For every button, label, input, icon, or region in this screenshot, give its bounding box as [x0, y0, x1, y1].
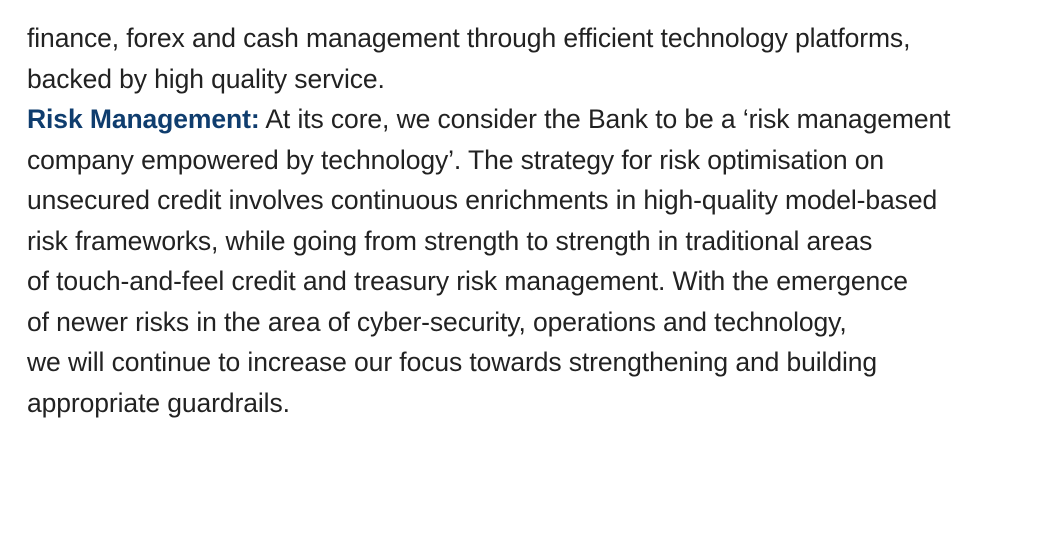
- paragraph-line: Risk Management: At its core, we conside…: [27, 99, 1037, 140]
- paragraph-intro-continuation: finance, forex and cash management throu…: [27, 18, 1037, 99]
- paragraph-line: appropriate guardrails.: [27, 387, 290, 418]
- paragraph-line: company empowered by technology’. The st…: [27, 144, 885, 175]
- paragraph-risk-management: Risk Management: At its core, we conside…: [27, 99, 1037, 423]
- paragraph-line: we will continue to increase our focus t…: [27, 347, 878, 377]
- risk-management-heading: Risk Management:: [27, 104, 260, 134]
- paragraph-first-line-text: At its core, we consider the Bank to be …: [259, 104, 951, 134]
- paragraph-line: unsecured credit involves continuous enr…: [27, 185, 938, 215]
- paragraph-line: of newer risks in the area of cyber-secu…: [27, 306, 847, 337]
- paragraph-line: risk frameworks, while going from streng…: [27, 225, 873, 256]
- document-body: finance, forex and cash management throu…: [27, 18, 1037, 423]
- paragraph-line: of touch-and-feel credit and treasury ri…: [27, 266, 908, 296]
- paragraph-line: backed by high quality service.: [27, 63, 385, 94]
- paragraph-line: finance, forex and cash management throu…: [27, 23, 911, 53]
